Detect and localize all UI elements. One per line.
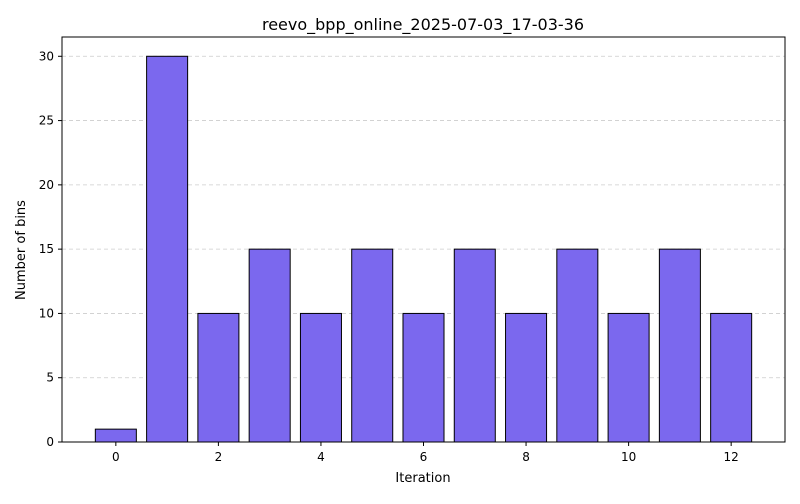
x-tick-label: 0 (112, 450, 120, 464)
bar-iteration-8 (505, 312, 548, 443)
y-axis-ticks: 0 5 10 15 20 25 30 (39, 49, 62, 449)
y-tick-label: 25 (39, 114, 54, 128)
x-tick-label: 4 (317, 450, 325, 464)
y-tick-label: 5 (46, 371, 54, 385)
y-tick-label: 10 (39, 306, 54, 320)
bar-iteration-6 (402, 312, 445, 443)
bar-iteration-3 (248, 248, 291, 443)
bar-iteration-10 (607, 312, 650, 443)
bar-iteration-12 (710, 312, 753, 443)
bar-iteration-2 (197, 312, 240, 443)
bar-iteration-9 (556, 248, 599, 443)
x-tick-label: 8 (522, 450, 530, 464)
chart-title: reevo_bpp_online_2025-07-03_17-03-36 (262, 15, 584, 35)
bar-iteration-5 (351, 248, 394, 443)
x-tick-label: 2 (215, 450, 223, 464)
y-tick-label: 30 (39, 49, 54, 63)
bar-iteration-11 (658, 248, 701, 443)
bar-iteration-0 (94, 428, 137, 443)
x-tick-label: 10 (621, 450, 636, 464)
bar-iteration-7 (453, 248, 496, 443)
y-tick-label: 20 (39, 178, 54, 192)
x-tick-label: 6 (420, 450, 428, 464)
y-axis-label: Number of bins (14, 200, 29, 300)
x-axis-label: Iteration (395, 471, 450, 486)
x-tick-label: 12 (724, 450, 739, 464)
bars (94, 55, 753, 443)
bar-iteration-4 (299, 312, 342, 443)
bar-iteration-1 (146, 55, 189, 443)
y-tick-label: 0 (46, 435, 54, 449)
y-tick-label: 15 (39, 242, 54, 256)
x-axis-ticks: 0 2 4 6 8 10 12 (112, 442, 739, 464)
